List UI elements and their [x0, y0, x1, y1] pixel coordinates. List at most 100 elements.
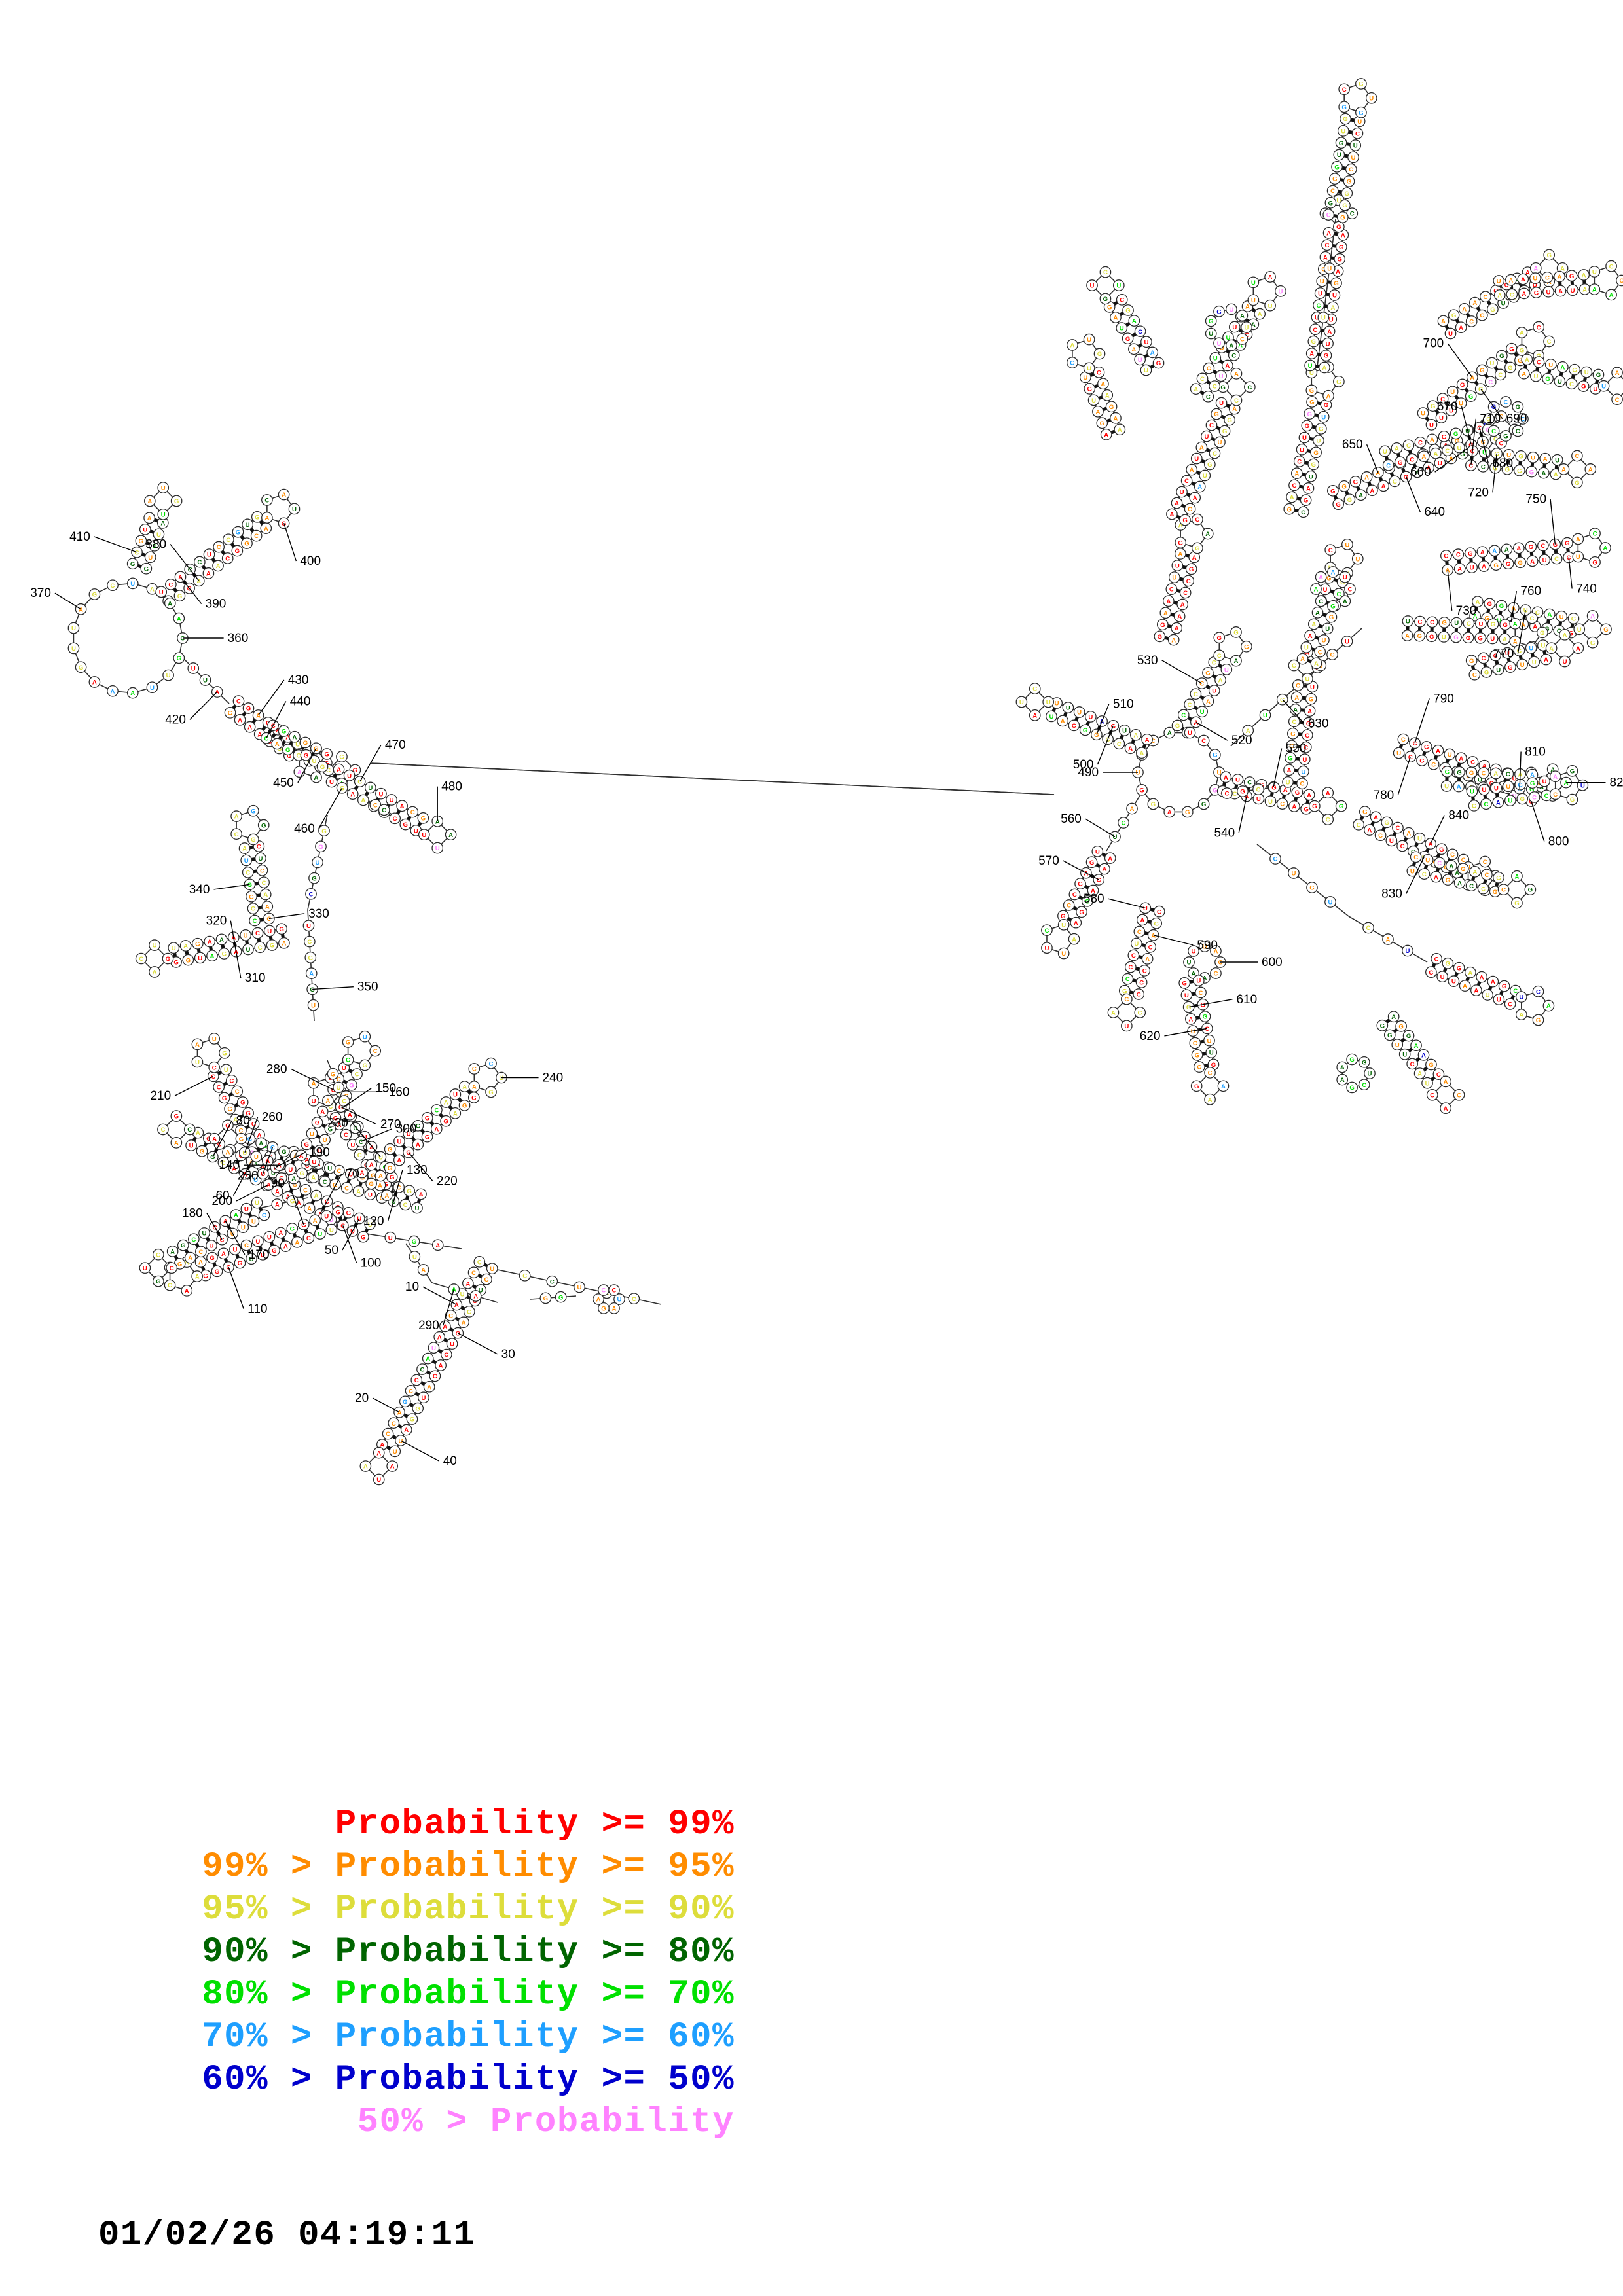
- svg-text:G: G: [240, 1100, 245, 1107]
- nucleotide: A: [1554, 285, 1567, 297]
- nucleotide: U: [1275, 285, 1286, 297]
- nucleotide: G: [1506, 342, 1518, 355]
- nucleotide: U: [1486, 357, 1498, 369]
- nucleotide: C: [1414, 436, 1427, 448]
- svg-text:G: G: [1194, 1083, 1199, 1090]
- nucleotide: C: [1512, 425, 1524, 437]
- position-label: 380: [145, 537, 166, 551]
- nucleotide: G: [1171, 719, 1184, 732]
- nucleotide: A: [1402, 827, 1415, 839]
- nucleotide: U: [1205, 1047, 1218, 1058]
- svg-text:G: G: [255, 514, 259, 521]
- svg-text:G: G: [1530, 780, 1535, 787]
- nucleotide: C: [305, 888, 317, 900]
- svg-text:A: A: [1520, 330, 1524, 337]
- nucleotide: C: [1374, 829, 1387, 842]
- nucleotide: C: [1489, 649, 1501, 662]
- svg-text:G: G: [1309, 387, 1314, 395]
- nucleotide: C: [1133, 925, 1146, 938]
- nucleotide: C: [1338, 83, 1351, 96]
- nucleotide: C: [1362, 922, 1374, 934]
- nucleotide: G: [1565, 270, 1578, 282]
- nucleotide: U: [1486, 632, 1499, 645]
- svg-text:C: C: [1137, 992, 1141, 999]
- nucleotide: C: [1288, 715, 1300, 728]
- svg-text:C: C: [602, 1287, 606, 1295]
- nucleotide: A: [1470, 984, 1482, 996]
- svg-text:G: G: [1182, 980, 1186, 988]
- svg-text:G: G: [1520, 796, 1524, 803]
- nucleotide: U: [1324, 896, 1336, 908]
- nucleotide: U: [306, 1127, 318, 1139]
- nucleotide: G: [218, 1092, 230, 1104]
- nucleotide: A: [1401, 630, 1413, 641]
- svg-text:A: A: [1166, 598, 1171, 605]
- position-label: 360: [228, 632, 249, 645]
- svg-text:G: G: [166, 956, 170, 963]
- svg-text:C: C: [1183, 590, 1188, 597]
- nucleotide: C: [1165, 583, 1178, 595]
- nucleotide: G: [421, 1112, 433, 1124]
- svg-text:U: U: [1318, 291, 1322, 298]
- svg-text:U: U: [318, 1231, 322, 1238]
- nucleotide: G: [1450, 631, 1462, 643]
- nucleotide: U: [1205, 327, 1217, 340]
- nucleotide: G: [1484, 598, 1496, 610]
- nucleotide: C: [1616, 274, 1623, 287]
- nucleotide: G: [276, 923, 287, 935]
- svg-text:G: G: [215, 1268, 219, 1276]
- nucleotide: A: [261, 901, 274, 912]
- nucleotide: C: [1286, 740, 1298, 752]
- nucleotide: C: [468, 1063, 481, 1075]
- position-label: 810: [1525, 745, 1546, 759]
- svg-text:A: A: [435, 1242, 440, 1249]
- position-label: 120: [363, 1214, 384, 1228]
- svg-text:C: C: [373, 802, 378, 809]
- position-label: 560: [1061, 812, 1082, 826]
- svg-text:A: A: [174, 1139, 179, 1147]
- svg-text:C: C: [355, 1071, 359, 1079]
- nucleotide: C: [1431, 952, 1442, 965]
- nucleotide: C: [1481, 869, 1493, 881]
- svg-text:U: U: [1345, 639, 1349, 646]
- svg-text:A: A: [168, 600, 172, 607]
- nucleotide: C: [1196, 372, 1209, 385]
- nucleotide: A: [1572, 642, 1584, 655]
- nucleotide: C: [1228, 349, 1240, 361]
- svg-text:U: U: [255, 1238, 260, 1246]
- nucleotide: A: [1230, 367, 1243, 380]
- svg-text:C: C: [1349, 166, 1353, 173]
- nucleotide: U: [1203, 1034, 1215, 1047]
- nucleotide: G: [1441, 766, 1453, 778]
- nucleotide: G: [1457, 863, 1469, 875]
- svg-text:U: U: [1580, 782, 1585, 789]
- nucleotide: C: [1184, 503, 1196, 515]
- nucleotide: G: [1500, 430, 1512, 442]
- nucleotide: U: [1528, 656, 1541, 668]
- svg-text:U: U: [378, 791, 383, 798]
- svg-text:G: G: [443, 1118, 448, 1125]
- nucleotide: G: [1306, 882, 1318, 893]
- position-label: 400: [300, 554, 321, 568]
- svg-text:A: A: [153, 969, 157, 977]
- svg-text:G: G: [1570, 797, 1575, 804]
- nucleotide: U: [456, 1288, 468, 1300]
- nucleotide: G: [300, 749, 312, 761]
- svg-text:G: G: [1506, 561, 1510, 568]
- svg-text:G: G: [543, 1295, 548, 1302]
- nucleotide: C: [1528, 791, 1541, 803]
- nucleotide: U: [1503, 449, 1515, 461]
- nucleotide: U: [1482, 989, 1493, 1001]
- nucleotide: U: [1328, 289, 1341, 301]
- legend-row-50: 60% > Probability >= 50%: [202, 2060, 735, 2100]
- nucleotide: A: [1136, 914, 1148, 926]
- nucleotide: C: [1389, 475, 1401, 488]
- legend-row-80: 90% > Probability >= 80%: [202, 1932, 735, 1972]
- nucleotide: C: [1433, 857, 1446, 869]
- nucleotide: G: [126, 558, 139, 570]
- nucleotide: U: [149, 539, 160, 552]
- nucleotide: C: [1414, 615, 1426, 628]
- svg-text:G: G: [312, 875, 316, 882]
- nucleotide: G: [403, 1185, 416, 1197]
- nucleotide: C: [1344, 583, 1356, 595]
